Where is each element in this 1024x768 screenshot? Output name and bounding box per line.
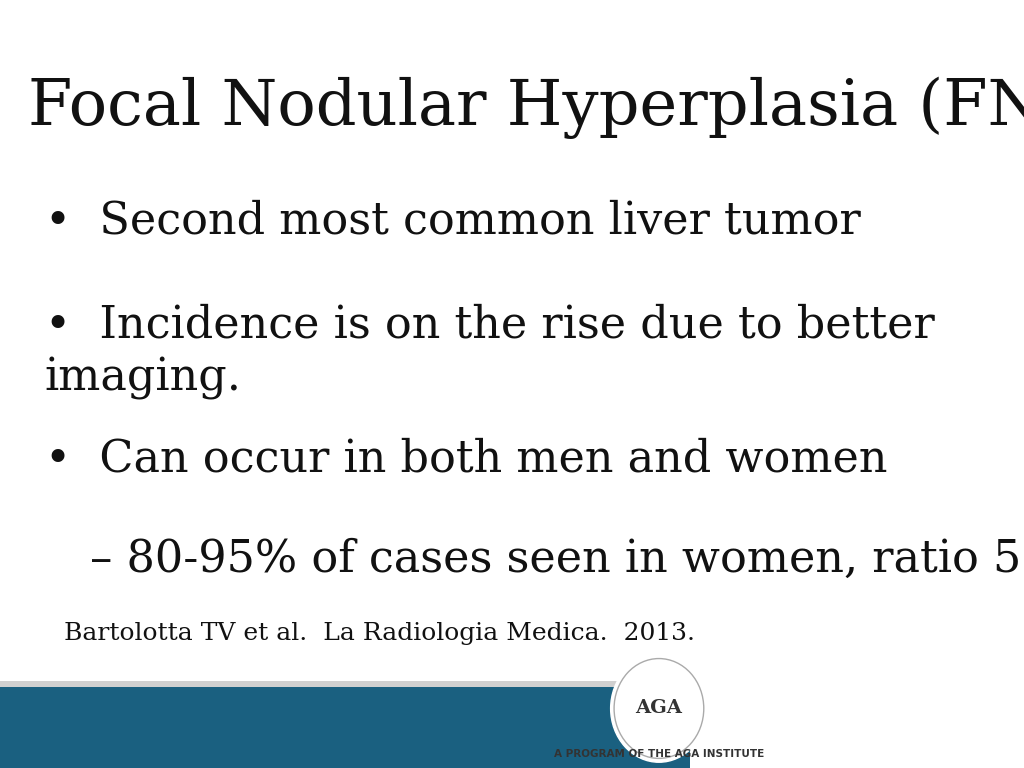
Text: Bartolotta TV et al.  La Radiologia Medica.  2013.: Bartolotta TV et al. La Radiologia Medic… [63,622,695,645]
Circle shape [610,654,708,762]
Text: A PROGRAM OF THE AGA INSTITUTE: A PROGRAM OF THE AGA INSTITUTE [554,749,764,759]
Text: AGA: AGA [636,700,682,717]
Text: •  Incidence is on the rise due to better
imaging.: • Incidence is on the rise due to better… [45,303,935,400]
FancyBboxPatch shape [0,681,690,687]
Text: •  Second most common liver tumor: • Second most common liver tumor [45,200,860,243]
FancyBboxPatch shape [0,687,690,768]
Text: Focal Nodular Hyperplasia (FNH): Focal Nodular Hyperplasia (FNH) [28,77,1024,139]
Text: •  Can occur in both men and women: • Can occur in both men and women [45,438,888,481]
Text: – 80-95% of cases seen in women, ratio 5:1: – 80-95% of cases seen in women, ratio 5… [90,538,1024,581]
